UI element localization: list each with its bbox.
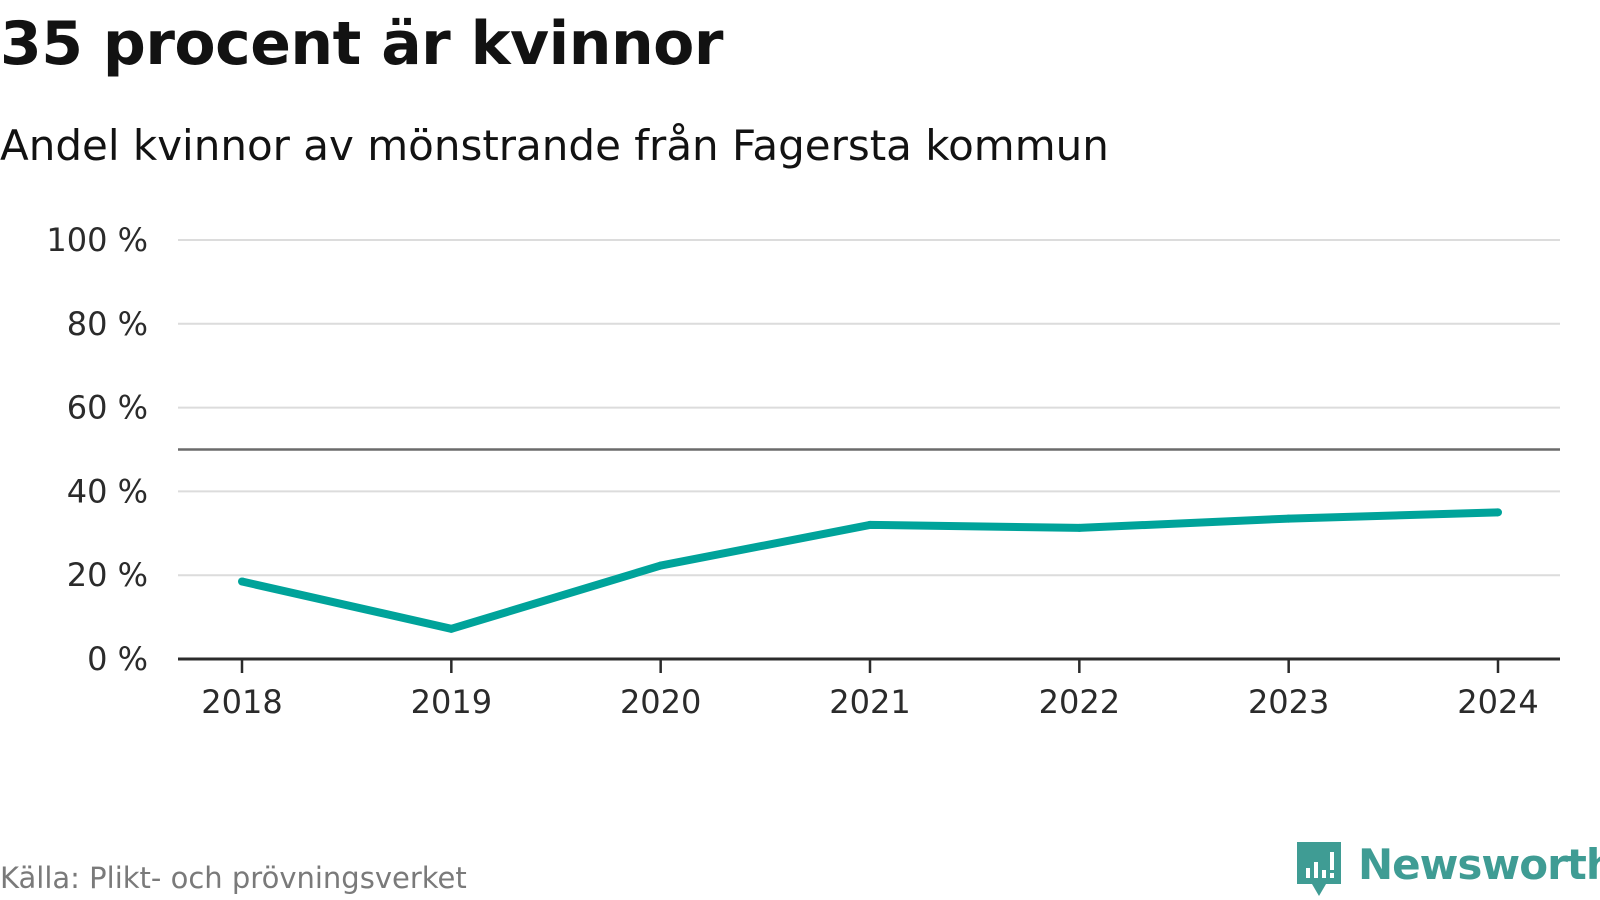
data-point-2020	[656, 561, 665, 570]
y-tick-label-0: 0 %	[87, 640, 148, 678]
newsworthy-logo: Newsworthy	[1294, 840, 1600, 900]
data-point-2021	[866, 520, 874, 529]
x-tick-label-2022: 2022	[1039, 683, 1120, 721]
x-tick-label-2018: 2018	[201, 683, 282, 721]
data-point-2023	[1284, 514, 1293, 523]
x-tick-label-2024: 2024	[1457, 683, 1538, 721]
newsworthy-logo-icon	[1297, 842, 1341, 896]
series-group	[238, 508, 1502, 633]
page-subtitle: Andel kvinnor av mönstrande från Fagerst…	[0, 121, 1109, 170]
y-axis-labels: 0 % 20 % 40 % 60 % 80 % 100 %	[46, 221, 148, 678]
y-tick-label-60: 60 %	[67, 389, 148, 427]
newsworthy-wordmark: Newsworthy	[1358, 840, 1600, 889]
gridlines	[178, 239, 1560, 577]
y-tick-label-80: 80 %	[67, 305, 148, 343]
source-credit: Källa: Plikt- och prövningsverket	[0, 861, 467, 895]
data-point-2018	[238, 577, 246, 586]
data-point-2019	[447, 624, 456, 633]
x-tick-label-2021: 2021	[829, 683, 910, 721]
data-point-2024	[1494, 508, 1502, 517]
x-axis	[178, 657, 1560, 673]
x-tick-label-2019: 2019	[411, 683, 492, 721]
y-tick-label-20: 20 %	[67, 556, 148, 594]
x-tick-label-2023: 2023	[1248, 683, 1329, 721]
x-axis-labels: 2018 2019 2020 2021 2022 2023 2024	[201, 683, 1538, 721]
y-tick-label-100: 100 %	[46, 221, 148, 259]
x-tick-label-2020: 2020	[620, 683, 701, 721]
page-title: 35 procent är kvinnor	[0, 9, 723, 79]
y-tick-label-40: 40 %	[67, 472, 148, 510]
series-line-0	[241, 508, 1499, 633]
data-point-2022	[1075, 523, 1084, 532]
